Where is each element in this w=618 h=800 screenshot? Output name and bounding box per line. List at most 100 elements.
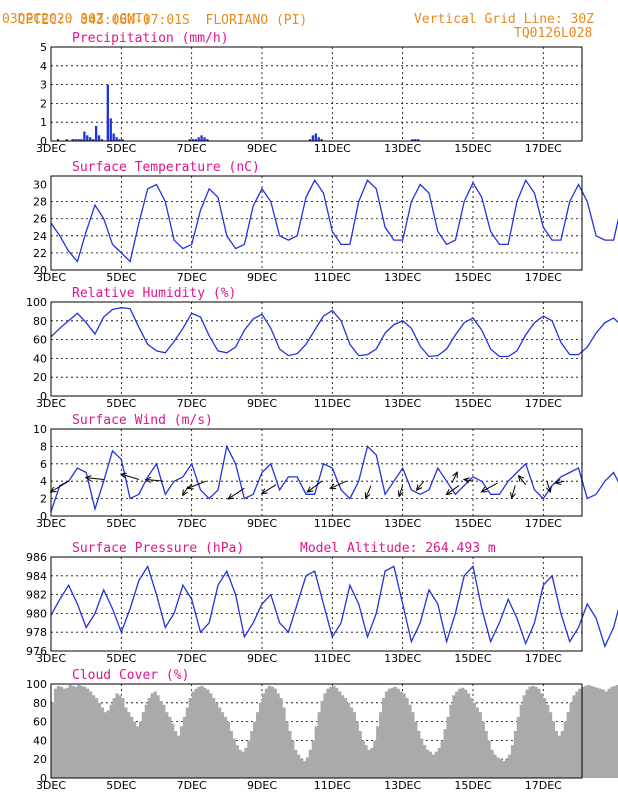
bar	[393, 686, 397, 778]
bar	[115, 693, 119, 778]
bar	[197, 686, 201, 778]
bar	[382, 698, 386, 778]
bar	[373, 740, 377, 778]
wind-arrow	[119, 472, 140, 480]
panel-temp: 20 22 24 26 28 30 3DEC 5DEC 7DEC 9DEC 11DEC 13DEC 15…	[33, 160, 618, 284]
bar	[314, 133, 317, 141]
bar	[601, 689, 605, 778]
x-tick-label: 15DEC	[454, 142, 491, 155]
bar	[431, 754, 436, 778]
y-tick-label: 2	[40, 97, 47, 110]
bar	[176, 735, 181, 778]
x-tick-label: 9DEC	[247, 652, 277, 665]
y-tick-label: 20	[33, 264, 47, 277]
bar	[106, 710, 110, 778]
bar	[390, 687, 395, 778]
bar	[516, 716, 520, 778]
y-tick-label: 40	[33, 352, 47, 365]
bar	[575, 691, 579, 778]
bar	[188, 698, 192, 778]
bar	[223, 716, 228, 778]
wind-arrow-head	[260, 488, 268, 495]
bar	[320, 139, 323, 141]
wind-arrow-shaft	[182, 486, 189, 496]
bar	[109, 704, 113, 778]
bar	[346, 702, 351, 778]
x-tick-label: 13DEC	[384, 271, 421, 284]
bar	[264, 688, 269, 778]
bar	[566, 712, 570, 778]
bar	[144, 704, 148, 778]
panel-rh: 0 20 40 60 80 100 3DEC 5DEC 7DEC 9DEC 11DEC 13DEC 15…	[26, 286, 618, 410]
bar	[472, 702, 477, 778]
bar	[115, 137, 118, 141]
x-tick-label: 3DEC	[36, 142, 66, 155]
wind-arrow-shaft	[120, 473, 140, 480]
bar	[411, 712, 415, 778]
bar	[77, 139, 80, 141]
panel-frame	[50, 683, 583, 779]
bar	[610, 686, 614, 778]
bar	[71, 139, 74, 141]
bar	[285, 721, 289, 778]
x-tick-label: 17DEC	[525, 271, 562, 284]
y-tick-label: 80	[33, 315, 47, 328]
bar	[507, 754, 512, 778]
panel-title: Relative Humidity (%)	[72, 286, 236, 301]
x-tick-label: 13DEC	[384, 517, 421, 530]
bar	[80, 685, 84, 778]
bar	[502, 761, 506, 778]
bar	[291, 740, 295, 778]
y-tick-label: 0	[40, 390, 47, 403]
x-tick-label: 7DEC	[177, 652, 207, 665]
x-tick-label: 7DEC	[177, 779, 207, 792]
code-label: TQ0126L028	[514, 26, 593, 41]
bar	[563, 721, 567, 778]
bar	[288, 731, 292, 778]
bar	[188, 139, 192, 141]
bar	[86, 688, 90, 778]
bar	[253, 721, 257, 778]
bar	[256, 712, 260, 778]
panel-title: Precipitation (mm/h)	[72, 31, 229, 46]
wind-arrow-shaft	[187, 480, 206, 489]
x-tick-label: 5DEC	[106, 397, 136, 410]
bar	[194, 139, 197, 141]
bar	[554, 731, 559, 778]
bar	[364, 745, 368, 778]
bar	[267, 685, 271, 778]
bar	[505, 759, 509, 778]
wind-arrow-shaft	[511, 485, 516, 499]
bar	[89, 137, 92, 141]
bar	[379, 712, 383, 778]
wind-arrow	[227, 487, 245, 500]
bar	[475, 707, 479, 778]
panel-frame	[50, 46, 583, 142]
bar	[92, 139, 95, 141]
bar	[537, 688, 541, 778]
bar	[578, 688, 582, 778]
y-tick-label: 22	[33, 247, 47, 260]
wind-arrow-head	[397, 490, 404, 498]
y-tick-label: 978	[26, 626, 47, 639]
bar	[276, 693, 280, 778]
wind-arrow	[517, 474, 527, 485]
x-tick-label: 5DEC	[106, 517, 136, 530]
bar	[569, 702, 573, 778]
bar	[329, 686, 333, 778]
x-tick-label: 5DEC	[106, 779, 136, 792]
x-tick-label: 17DEC	[525, 142, 562, 155]
org-label: CPTEC:	[17, 13, 65, 28]
bar	[308, 749, 313, 778]
wind-arrow-head	[462, 477, 470, 484]
wind-arrow	[415, 480, 425, 492]
bar	[343, 698, 348, 778]
bar	[182, 716, 187, 778]
bar	[185, 707, 189, 778]
bar	[452, 695, 456, 778]
x-tick-label: 17DEC	[525, 517, 562, 530]
bar	[191, 139, 194, 141]
bar	[62, 688, 66, 778]
y-tick-label: 20	[33, 753, 47, 766]
grid-note-label: Vertical Grid Line: 30Z	[414, 12, 595, 27]
